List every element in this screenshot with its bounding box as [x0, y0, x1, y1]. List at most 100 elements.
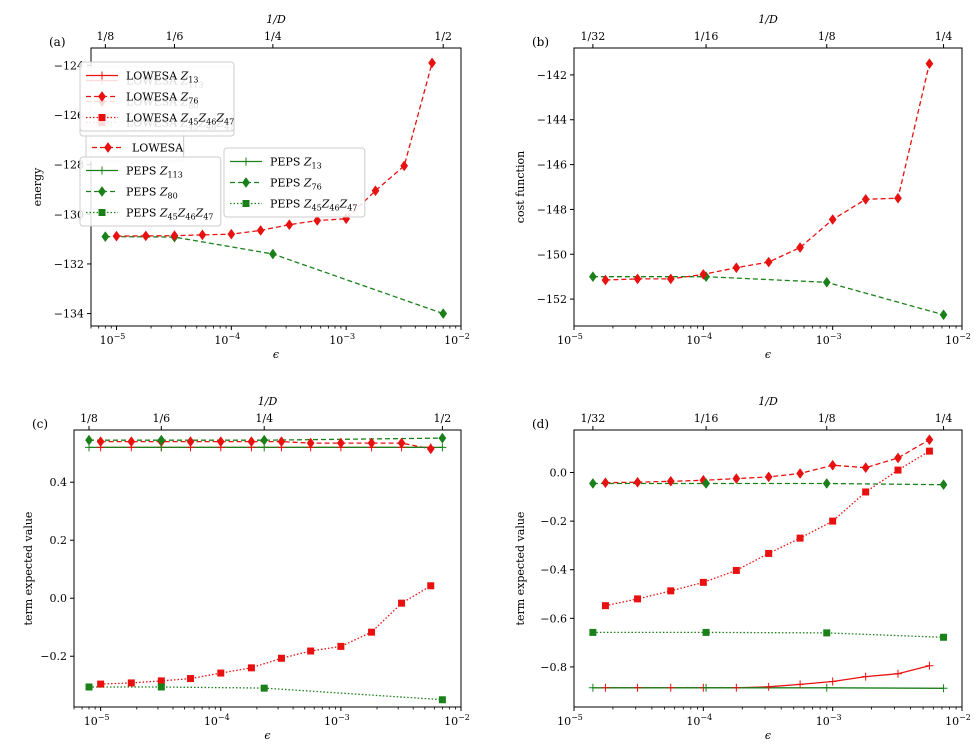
series-line-peps-z13: [592, 687, 944, 689]
x-tick-label: 10−5: [557, 713, 583, 728]
data-point: [764, 256, 773, 268]
x-tick-exp: −5: [571, 713, 583, 722]
legend-text-part: Z: [159, 207, 168, 220]
y-axis-label: energy: [31, 167, 44, 206]
data-point: [601, 683, 610, 692]
legend-text-part: 76: [188, 97, 198, 106]
data-point: [397, 437, 406, 449]
x-tick-exp: −3: [343, 332, 355, 341]
data-point: [277, 436, 286, 448]
legend-text-part: Z: [197, 112, 206, 125]
x-tick-base: 10: [329, 334, 343, 347]
data-point: [97, 680, 105, 688]
x-tick-base: 10: [84, 715, 98, 728]
x-tick-base: 10: [816, 334, 830, 347]
data-point: [823, 629, 831, 637]
data-point: [247, 436, 256, 448]
top-axis-label: 1/D: [758, 395, 778, 408]
plot-frame: [573, 47, 963, 327]
legend-text-part: Z: [159, 165, 168, 178]
data-point: [141, 230, 150, 242]
x-tick-base: 10: [100, 334, 114, 347]
x-tick-label: 10−3: [816, 713, 842, 728]
data-point: [861, 462, 870, 474]
data-point: [601, 477, 610, 489]
legend-label: PEPS Z113: [126, 165, 183, 180]
legend-marker: [98, 114, 106, 121]
y-tick-label: −144: [537, 114, 567, 127]
data-point: [894, 192, 902, 204]
x-tick-label: 10−2: [945, 713, 971, 728]
data-point: [187, 675, 195, 683]
x-tick-exp: −2: [959, 332, 971, 341]
legend-text-part: 13: [188, 76, 198, 85]
data-point: [198, 229, 207, 241]
data-point: [925, 434, 934, 446]
legend-text-part: 46: [329, 204, 339, 213]
data-point: [828, 214, 837, 225]
y-tick-label: −142: [537, 69, 567, 82]
data-point: [260, 684, 268, 692]
series-line-lowesa-z13: [605, 665, 930, 689]
data-point: [367, 437, 376, 449]
data-point: [588, 683, 597, 692]
top-tick-label: 1/32: [581, 30, 606, 43]
legend-text-part: Z: [195, 207, 204, 220]
x-tick-base: 10: [686, 334, 700, 347]
data-point: [96, 436, 105, 448]
x-tick-exp: −4: [218, 713, 230, 722]
data-point: [398, 599, 406, 607]
legend-label: PEPS Z80: [126, 186, 178, 201]
data-point: [796, 468, 805, 479]
x-axis-label: ϵ: [273, 348, 279, 361]
data-point: [170, 230, 179, 242]
data-point: [939, 479, 948, 491]
legend-label: PEPS Z76: [270, 177, 322, 192]
top-tick-label: 1/8: [96, 30, 114, 43]
data-point: [828, 677, 837, 686]
legend-text-part: Z: [180, 70, 189, 83]
x-tick-label: 10−4: [686, 332, 712, 347]
legend-box: [79, 156, 222, 227]
legend-text-part: LOWESA: [132, 142, 184, 155]
chart-panel-d: 10−5 10−4 10−3 10−2−0.8−0.6−0.4−0.20.01/32 1…: [79, 61, 971, 742]
data-point: [829, 517, 837, 525]
top-tick-label: 1/8: [818, 30, 836, 43]
series-group: [89, 437, 443, 701]
y-tick-label: −124: [54, 59, 84, 72]
x-tick-exp: −2: [959, 713, 971, 722]
data-point: [268, 248, 277, 260]
x-tick-exp: −4: [700, 332, 712, 341]
legend-text-part: PEPS: [126, 207, 160, 220]
data-point: [400, 160, 409, 172]
x-tick-label: 10−4: [686, 713, 712, 728]
legend-text-part: Z: [177, 207, 186, 220]
top-tick-label: 1/2: [434, 30, 452, 43]
y-tick-label: −148: [537, 203, 567, 216]
data-point: [699, 269, 708, 280]
legend-text-part: LOWESA: [126, 91, 181, 104]
top-tick-label: 1/8: [80, 412, 98, 425]
data-point: [764, 471, 773, 483]
data-point: [112, 230, 121, 242]
x-tick-label: 10−2: [444, 713, 470, 728]
data-point: [828, 459, 837, 471]
data-point: [438, 696, 446, 704]
x-tick-exp: −5: [98, 713, 110, 722]
x-tick-exp: −2: [458, 713, 470, 722]
plot-frame: [573, 429, 963, 708]
data-point: [260, 434, 269, 446]
data-point: [306, 437, 315, 449]
x-axis-label: ϵ: [264, 729, 270, 742]
data-point: [588, 478, 597, 489]
legend-marker: [98, 186, 106, 197]
data-point: [925, 447, 933, 455]
y-axis-label: cost function: [514, 151, 527, 223]
legend-text-part: 45: [312, 204, 322, 213]
legend-text-part: Z: [339, 198, 348, 211]
data-point: [702, 683, 711, 692]
x-tick-label: 10−3: [329, 332, 355, 347]
y-tick-label: −0.6: [540, 612, 567, 625]
panel-label: (c): [32, 417, 48, 431]
